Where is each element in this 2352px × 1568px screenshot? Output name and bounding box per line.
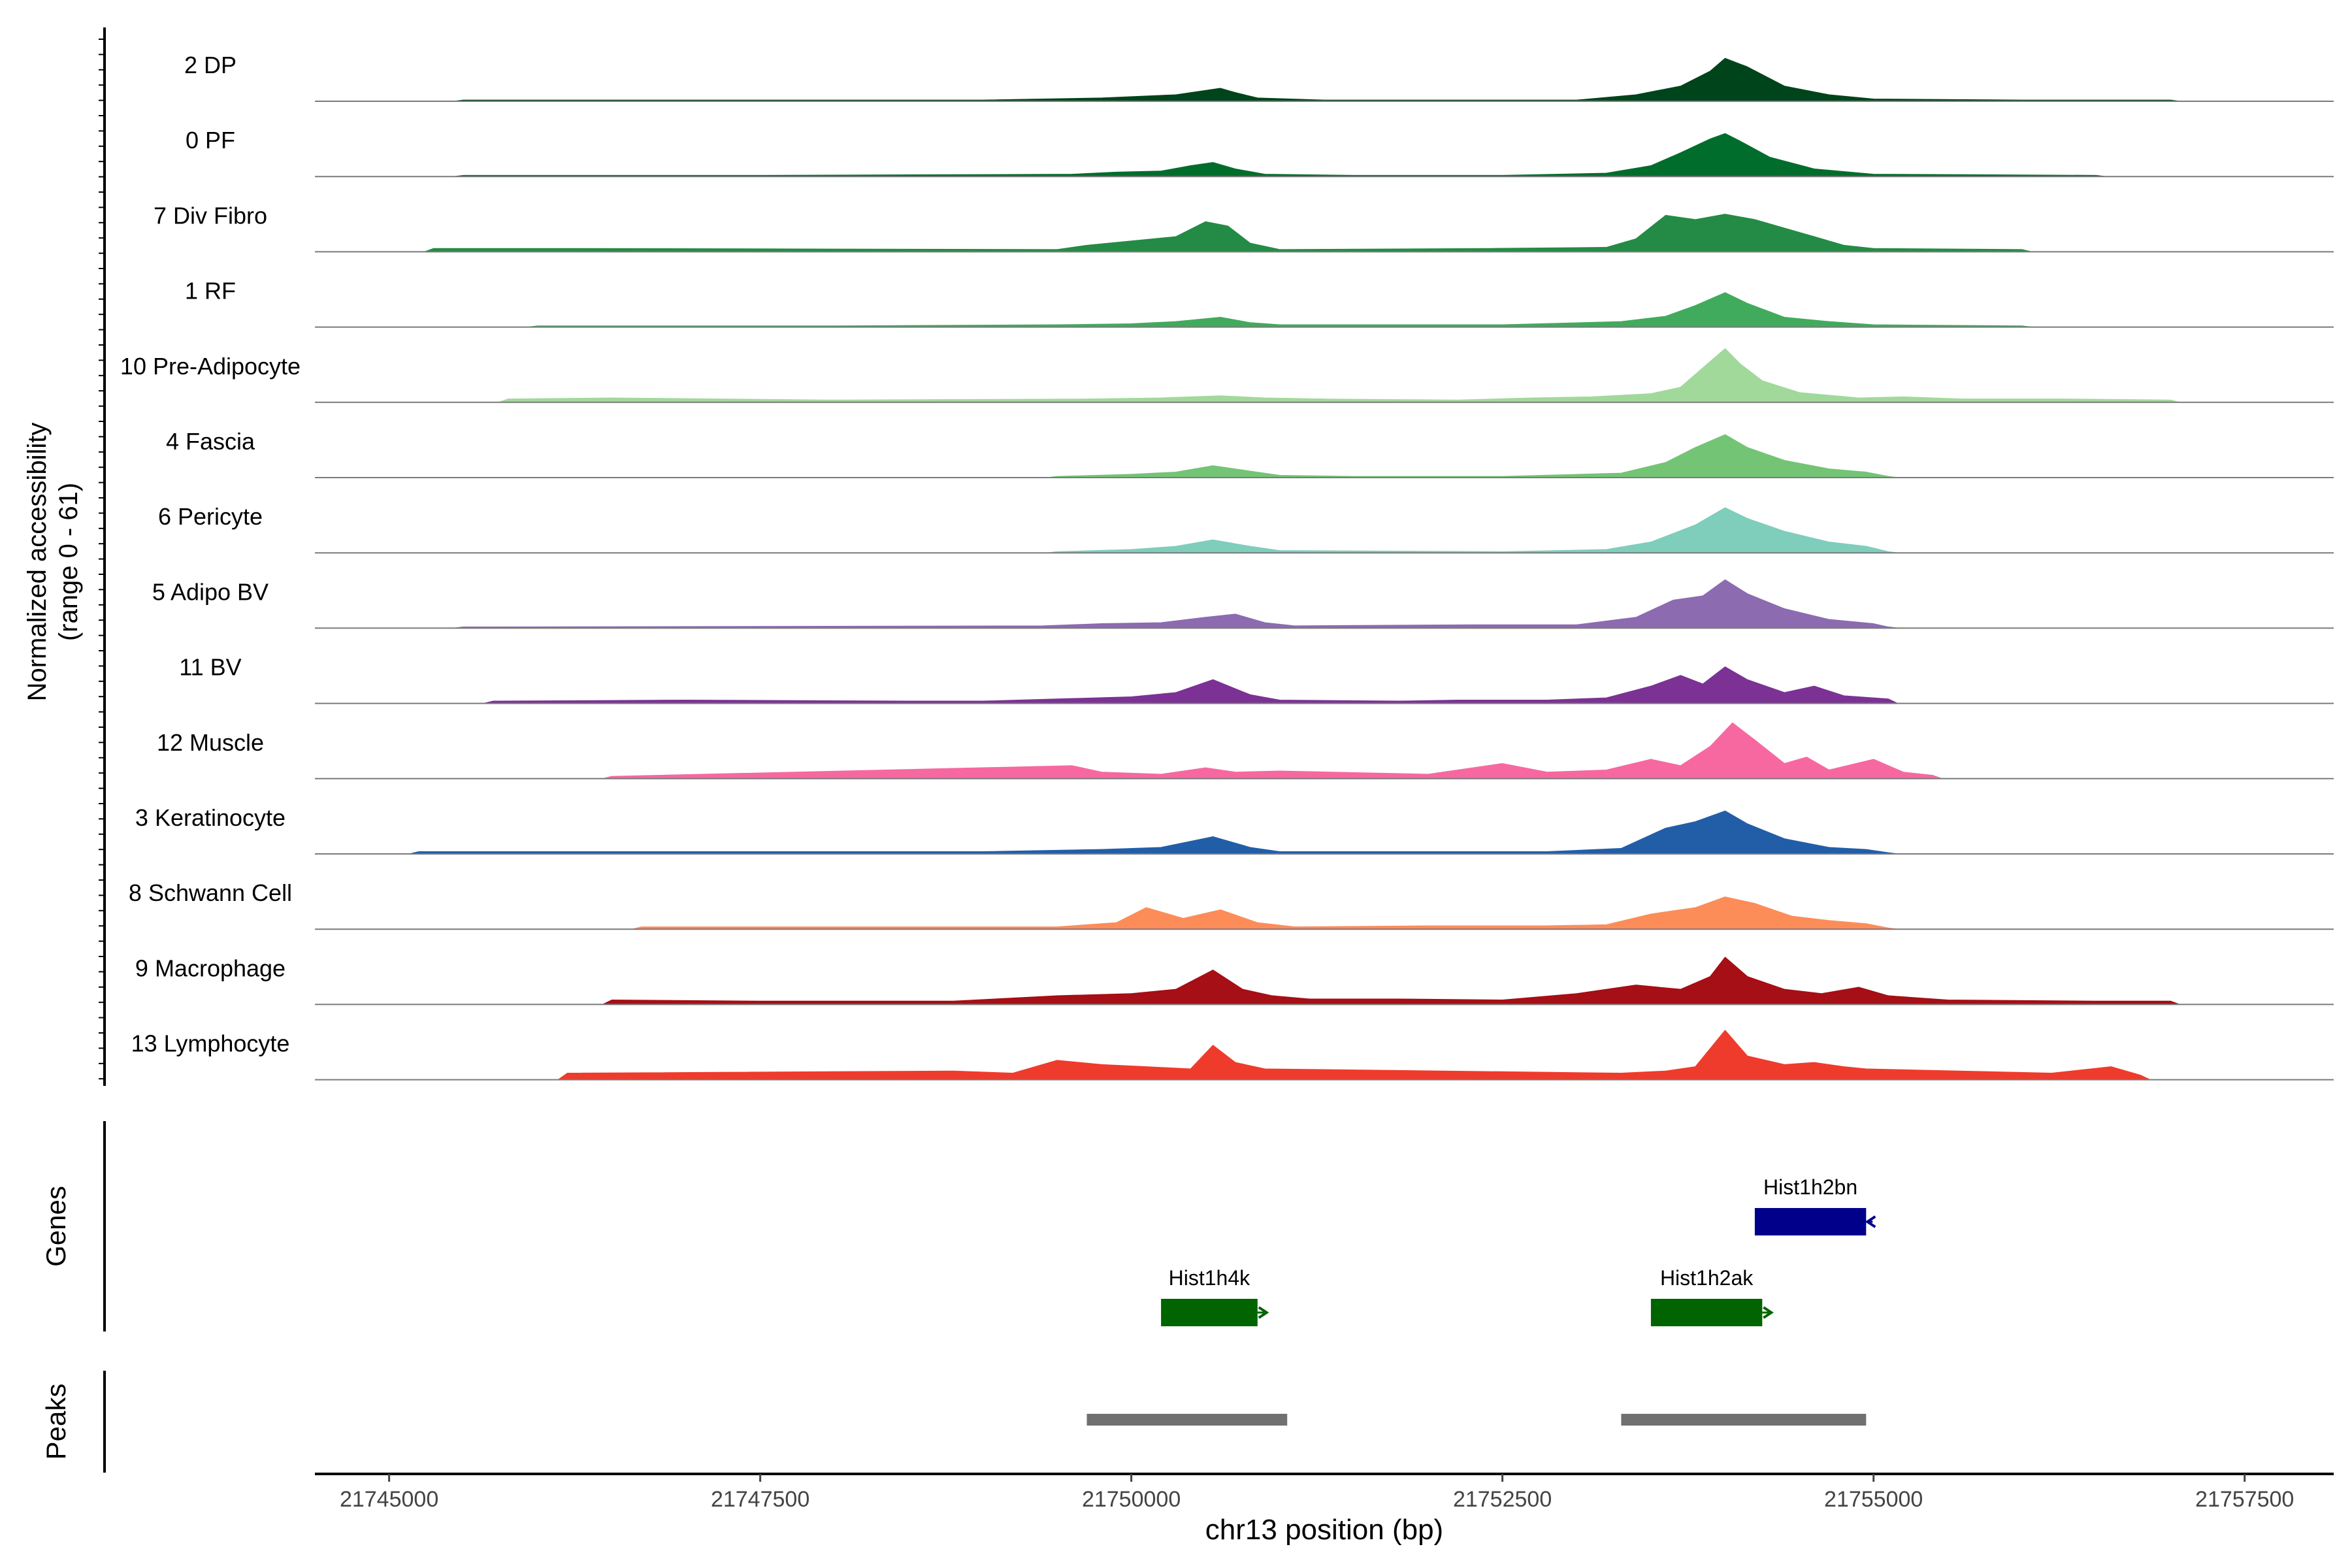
track-label: 9 Macrophage bbox=[135, 955, 286, 981]
x-axis-ticks: 21745000 21747500 21750000 21752500 21755000… bbox=[340, 1474, 2294, 1512]
track-13-lymphocyte: 13 Lymphocyte bbox=[131, 1030, 2334, 1081]
track-label: 13 Lymphocyte bbox=[131, 1030, 290, 1057]
gene-strand-arrow bbox=[1258, 1306, 1269, 1319]
gene-label: Hist1h4k bbox=[1169, 1266, 1251, 1290]
track-coverage-area bbox=[1047, 434, 1898, 478]
gene-hist1h4k: Hist1h4k bbox=[1161, 1266, 1269, 1326]
x-tick-label: 21757500 bbox=[2195, 1487, 2294, 1512]
track-coverage-area bbox=[453, 579, 1898, 629]
track-9-macrophage: 9 Macrophage bbox=[135, 955, 2334, 1005]
x-axis-label: chr13 position (bp) bbox=[1205, 1514, 1443, 1546]
track-coverage-area bbox=[453, 57, 2180, 102]
peaks-panel-label: Peaks bbox=[41, 1384, 71, 1460]
track-label: 2 DP bbox=[184, 52, 237, 78]
gene-body bbox=[1754, 1208, 1867, 1235]
gene-hist1h2bn: Hist1h2bn bbox=[1754, 1175, 1876, 1235]
peak-region bbox=[1086, 1414, 1288, 1426]
genes-track: Hist1h2bn Hist1h4k Hist1h2ak bbox=[1161, 1175, 1876, 1326]
track-coverage-area bbox=[602, 722, 1942, 779]
gene-strand-arrow bbox=[1763, 1306, 1774, 1319]
track-6-pericyte: 6 Pericyte bbox=[158, 503, 2334, 554]
track-0-pf: 0 PF bbox=[186, 127, 2334, 178]
track-label: 5 Adipo BV bbox=[152, 578, 269, 605]
track-label: 7 Div Fibro bbox=[154, 202, 267, 229]
track-coverage-area bbox=[409, 810, 1898, 855]
track-1-rf: 1 RF bbox=[185, 278, 2334, 328]
peak-region bbox=[1621, 1414, 1867, 1426]
track-coverage-area bbox=[528, 292, 2032, 328]
track-label: 11 BV bbox=[179, 654, 241, 681]
track-coverage-area bbox=[498, 348, 2180, 403]
track-label: 10 Pre-Adipocyte bbox=[120, 353, 301, 380]
track-label: 4 Fascia bbox=[166, 428, 255, 455]
gene-label: Hist1h2ak bbox=[1660, 1266, 1754, 1290]
x-tick-label: 21747500 bbox=[711, 1487, 809, 1512]
track-coverage-area bbox=[602, 956, 2180, 1005]
track-label: 12 Muscle bbox=[157, 729, 264, 756]
track-coverage-area bbox=[483, 666, 1898, 704]
track-3-keratinocyte: 3 Keratinocyte bbox=[135, 804, 2334, 855]
track-11-bv: 11 BV bbox=[179, 654, 2334, 704]
track-8-schwann-cell: 8 Schwann Cell bbox=[129, 879, 2334, 930]
x-tick-label: 21755000 bbox=[1824, 1487, 1923, 1512]
gene-body bbox=[1650, 1299, 1763, 1326]
track-label: 3 Keratinocyte bbox=[135, 804, 286, 831]
track-4-fascia: 4 Fascia bbox=[166, 428, 2334, 478]
gene-body bbox=[1161, 1299, 1258, 1326]
track-7-div-fibro: 7 Div Fibro bbox=[154, 202, 2334, 253]
track-label: 8 Schwann Cell bbox=[129, 879, 292, 906]
gene-label: Hist1h2bn bbox=[1763, 1175, 1857, 1199]
genes-panel-label: Genes bbox=[41, 1186, 71, 1267]
x-tick-label: 21745000 bbox=[340, 1487, 438, 1512]
gene-hist1h2ak: Hist1h2ak bbox=[1650, 1266, 1774, 1326]
coverage-y-ticks bbox=[99, 39, 105, 1080]
track-coverage-area bbox=[1047, 507, 1898, 553]
y-axis-label: Normalized accessibility bbox=[23, 423, 52, 702]
track-5-adipo-bv: 5 Adipo BV bbox=[152, 578, 2334, 629]
y-axis-label-range: (range 0 - 61) bbox=[54, 483, 83, 641]
x-tick-label: 21750000 bbox=[1082, 1487, 1181, 1512]
track-coverage-area bbox=[453, 133, 2106, 177]
track-coverage-area bbox=[424, 214, 2032, 253]
peaks-track bbox=[1086, 1414, 1867, 1426]
track-12-muscle: 12 Muscle bbox=[157, 722, 2334, 779]
coverage-tracks: 2 DP 0 PF 7 Div Fibro 1 RF 10 Pre-Adipocyte 4… bbox=[120, 52, 2334, 1081]
track-label: 0 PF bbox=[186, 127, 235, 154]
track-2-dp: 2 DP bbox=[184, 52, 2334, 102]
track-10-pre-adipocyte: 10 Pre-Adipocyte bbox=[120, 348, 2334, 403]
track-coverage-area bbox=[557, 1030, 2151, 1081]
track-label: 1 RF bbox=[185, 278, 236, 304]
track-coverage-area bbox=[632, 896, 1898, 930]
track-label: 6 Pericyte bbox=[158, 503, 263, 530]
x-tick-label: 21752500 bbox=[1453, 1487, 1552, 1512]
